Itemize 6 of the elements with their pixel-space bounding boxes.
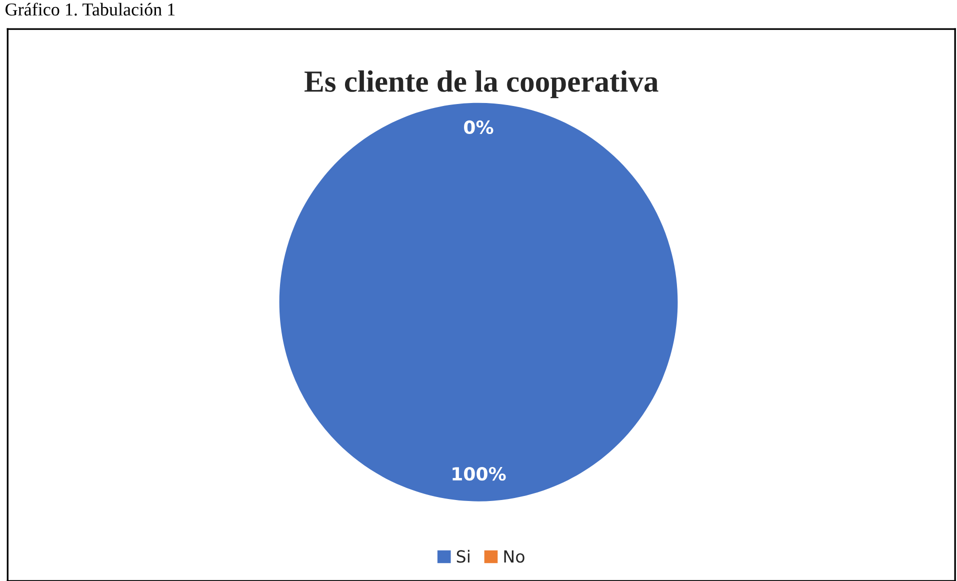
data-label: 100% — [452, 467, 506, 481]
text: 0% — [464, 120, 494, 134]
text: Gráfico 1. Tabulación 1 — [6, 2, 175, 16]
chart-title: Es cliente de la cooperativa — [304, 70, 658, 98]
legend-label: No — [504, 550, 524, 563]
legend-label: Si — [456, 550, 470, 563]
